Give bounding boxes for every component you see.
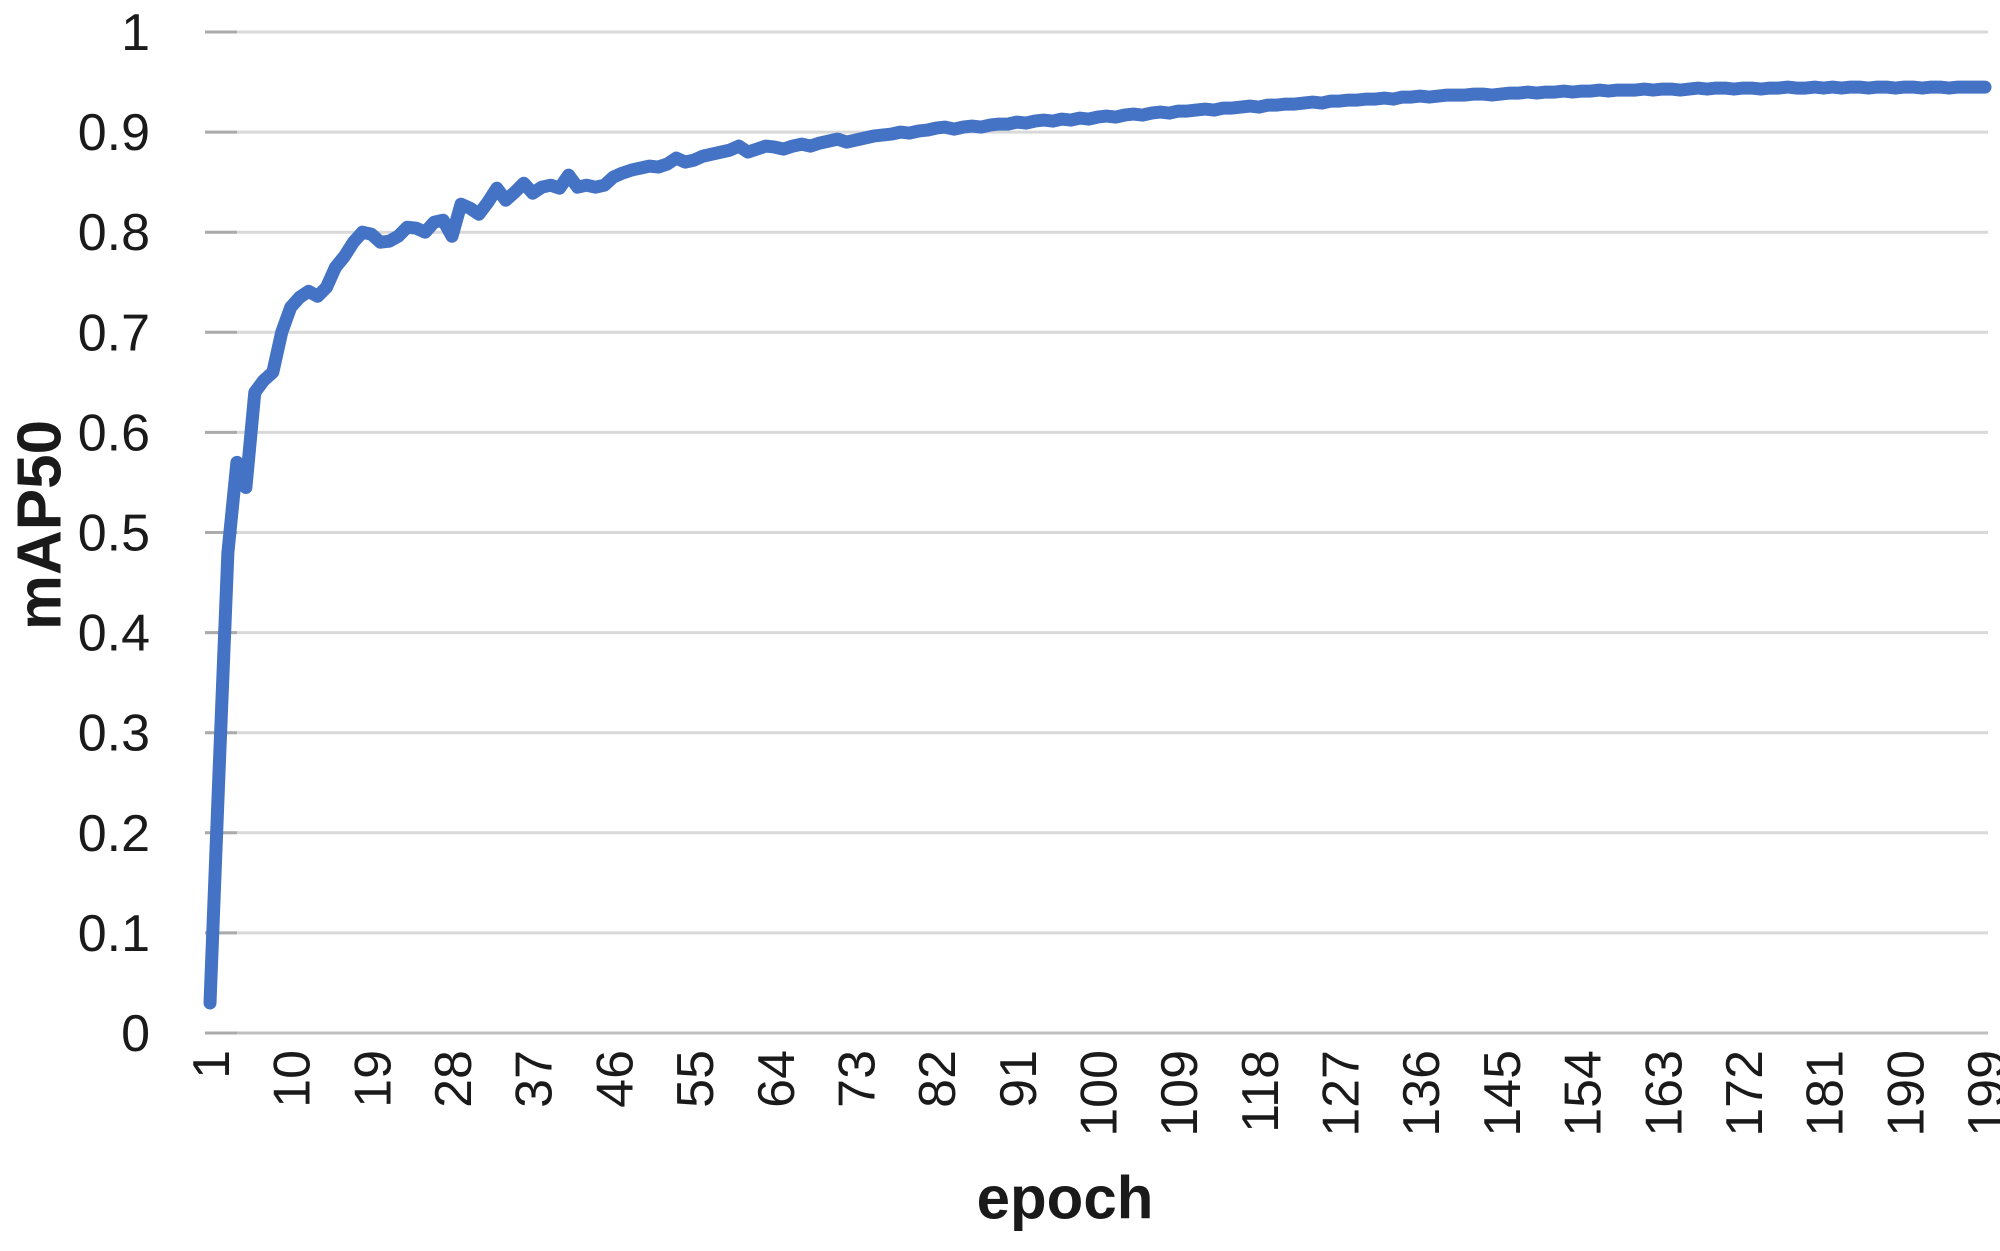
x-tick-label: 127 [1313,1050,1371,1137]
x-axis-title: epoch [976,1164,1154,1232]
y-tick-label: 0.8 [78,204,150,262]
y-tick-label: 1 [121,4,150,62]
y-axis-title: mAP50 [5,419,75,631]
x-tick-label: 136 [1393,1050,1451,1137]
x-tick-label: 19 [344,1050,402,1108]
x-tick-label: 91 [990,1050,1048,1108]
y-tick-label: 0.9 [78,104,150,162]
x-tick-label: 172 [1716,1050,1774,1137]
x-tick-label: 190 [1877,1050,1935,1137]
y-tick-label: 0.3 [78,705,150,763]
x-tick-label: 1 [183,1050,241,1079]
gridlines [205,30,1988,1035]
x-tick-label: 154 [1555,1050,1613,1137]
map50-series-line [203,80,1992,1010]
x-tick-label: 82 [909,1050,967,1108]
y-tick-label: 0.4 [78,605,150,663]
x-tick-label: 37 [506,1050,564,1108]
x-tick-labels: 1 10 19 28 37 46 55 64 73 82 91 100 109 118 127 136 145 1… [183,1050,2000,1137]
y-tick-labels: 1 0.9 0.8 0.7 0.6 0.5 0.4 0.3 0.2 0.1 0 [78,4,150,1063]
x-tick-label: 55 [667,1050,725,1108]
x-tick-label: 46 [586,1050,644,1108]
x-tick-label: 109 [1151,1050,1209,1137]
map50-line [203,80,1992,1010]
x-tick-label: 100 [1071,1050,1129,1137]
x-tick-label: 28 [425,1050,483,1108]
y-tick-label: 0.1 [78,905,150,963]
x-tick-label: 145 [1474,1050,1532,1137]
x-tick-label: 199 [1958,1050,2000,1137]
x-tick-label: 73 [828,1050,886,1108]
y-tick-label: 0.5 [78,505,150,563]
x-tick-label: 10 [264,1050,322,1108]
x-tick-label: 64 [748,1050,806,1108]
x-tick-label: 181 [1797,1050,1855,1137]
y-tick-label: 0.6 [78,404,150,462]
y-tick-label: 0.7 [78,304,150,362]
x-tick-label: 163 [1635,1050,1693,1137]
y-tick-label: 0 [121,1005,150,1063]
x-tick-label: 118 [1232,1050,1290,1133]
y-tick-label: 0.2 [78,805,150,863]
